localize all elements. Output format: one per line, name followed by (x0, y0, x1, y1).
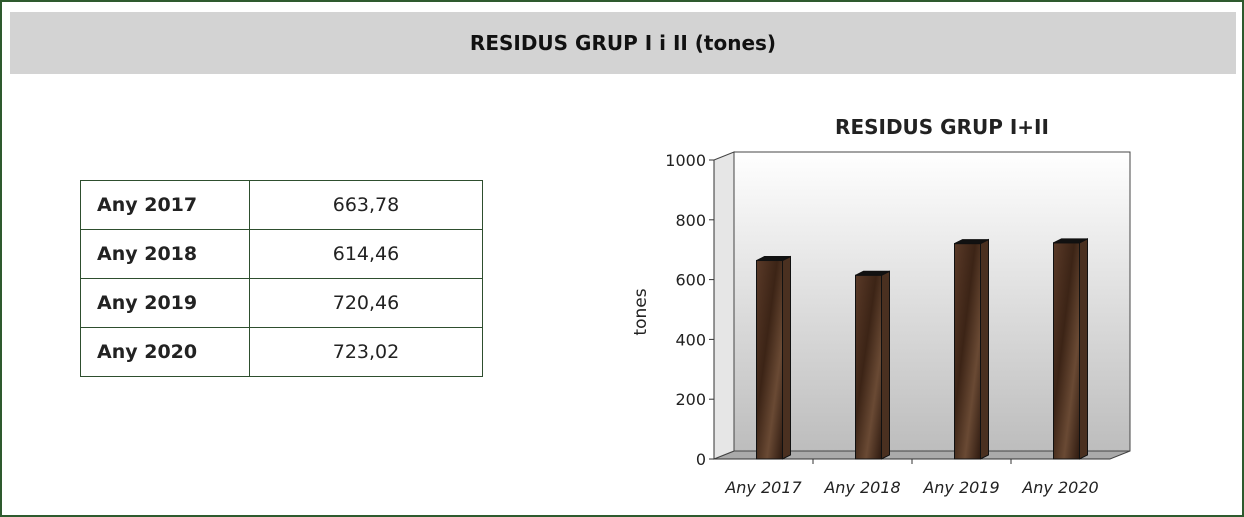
bar-side (1079, 238, 1088, 460)
bar-side (881, 270, 890, 460)
bar-top (756, 256, 791, 262)
table-row: Any 2019 720,46 (80, 278, 483, 328)
table-row: Any 2017 663,78 (80, 180, 483, 230)
table-row: Any 2020 723,02 (80, 327, 483, 377)
bar-top (954, 239, 989, 245)
bar (855, 274, 882, 460)
x-tick-label: Any 2017 (724, 478, 802, 497)
y-axis-label: tones (631, 288, 651, 335)
side-wall (713, 151, 735, 460)
y-tick-label: 1000 (665, 151, 706, 170)
row-value: 663,78 (249, 180, 483, 230)
row-label: Any 2019 (80, 278, 250, 328)
row-value: 720,46 (249, 278, 483, 328)
table-row: Any 2018 614,46 (80, 229, 483, 279)
data-table: Any 2017 663,78 Any 2018 614,46 Any 2019 720,… (80, 180, 483, 377)
row-value: 614,46 (249, 229, 483, 279)
x-tick-label: Any 2019 (922, 478, 999, 497)
bar (1053, 242, 1080, 460)
y-tick-label: 600 (675, 271, 706, 290)
header-title: RESIDUS GRUP I i II (tones) (10, 12, 1236, 74)
y-tick-label: 0 (696, 450, 706, 469)
row-label: Any 2020 (80, 327, 250, 377)
y-tick-label: 400 (675, 330, 706, 349)
y-tick-label: 200 (675, 390, 706, 409)
row-value: 723,02 (249, 327, 483, 377)
x-tick-label: Any 2018 (823, 478, 900, 497)
bar-top (1053, 238, 1088, 244)
row-label: Any 2018 (80, 229, 250, 279)
y-tick-label: 800 (675, 211, 706, 230)
bar (756, 260, 783, 460)
bar-side (980, 238, 989, 460)
chart-title: RESIDUS GRUP I+II (835, 115, 1049, 139)
row-label: Any 2017 (80, 180, 250, 230)
bar-side (782, 255, 791, 460)
bar-top (855, 270, 890, 276)
bar (954, 243, 981, 460)
x-tick-label: Any 2020 (1021, 478, 1098, 497)
